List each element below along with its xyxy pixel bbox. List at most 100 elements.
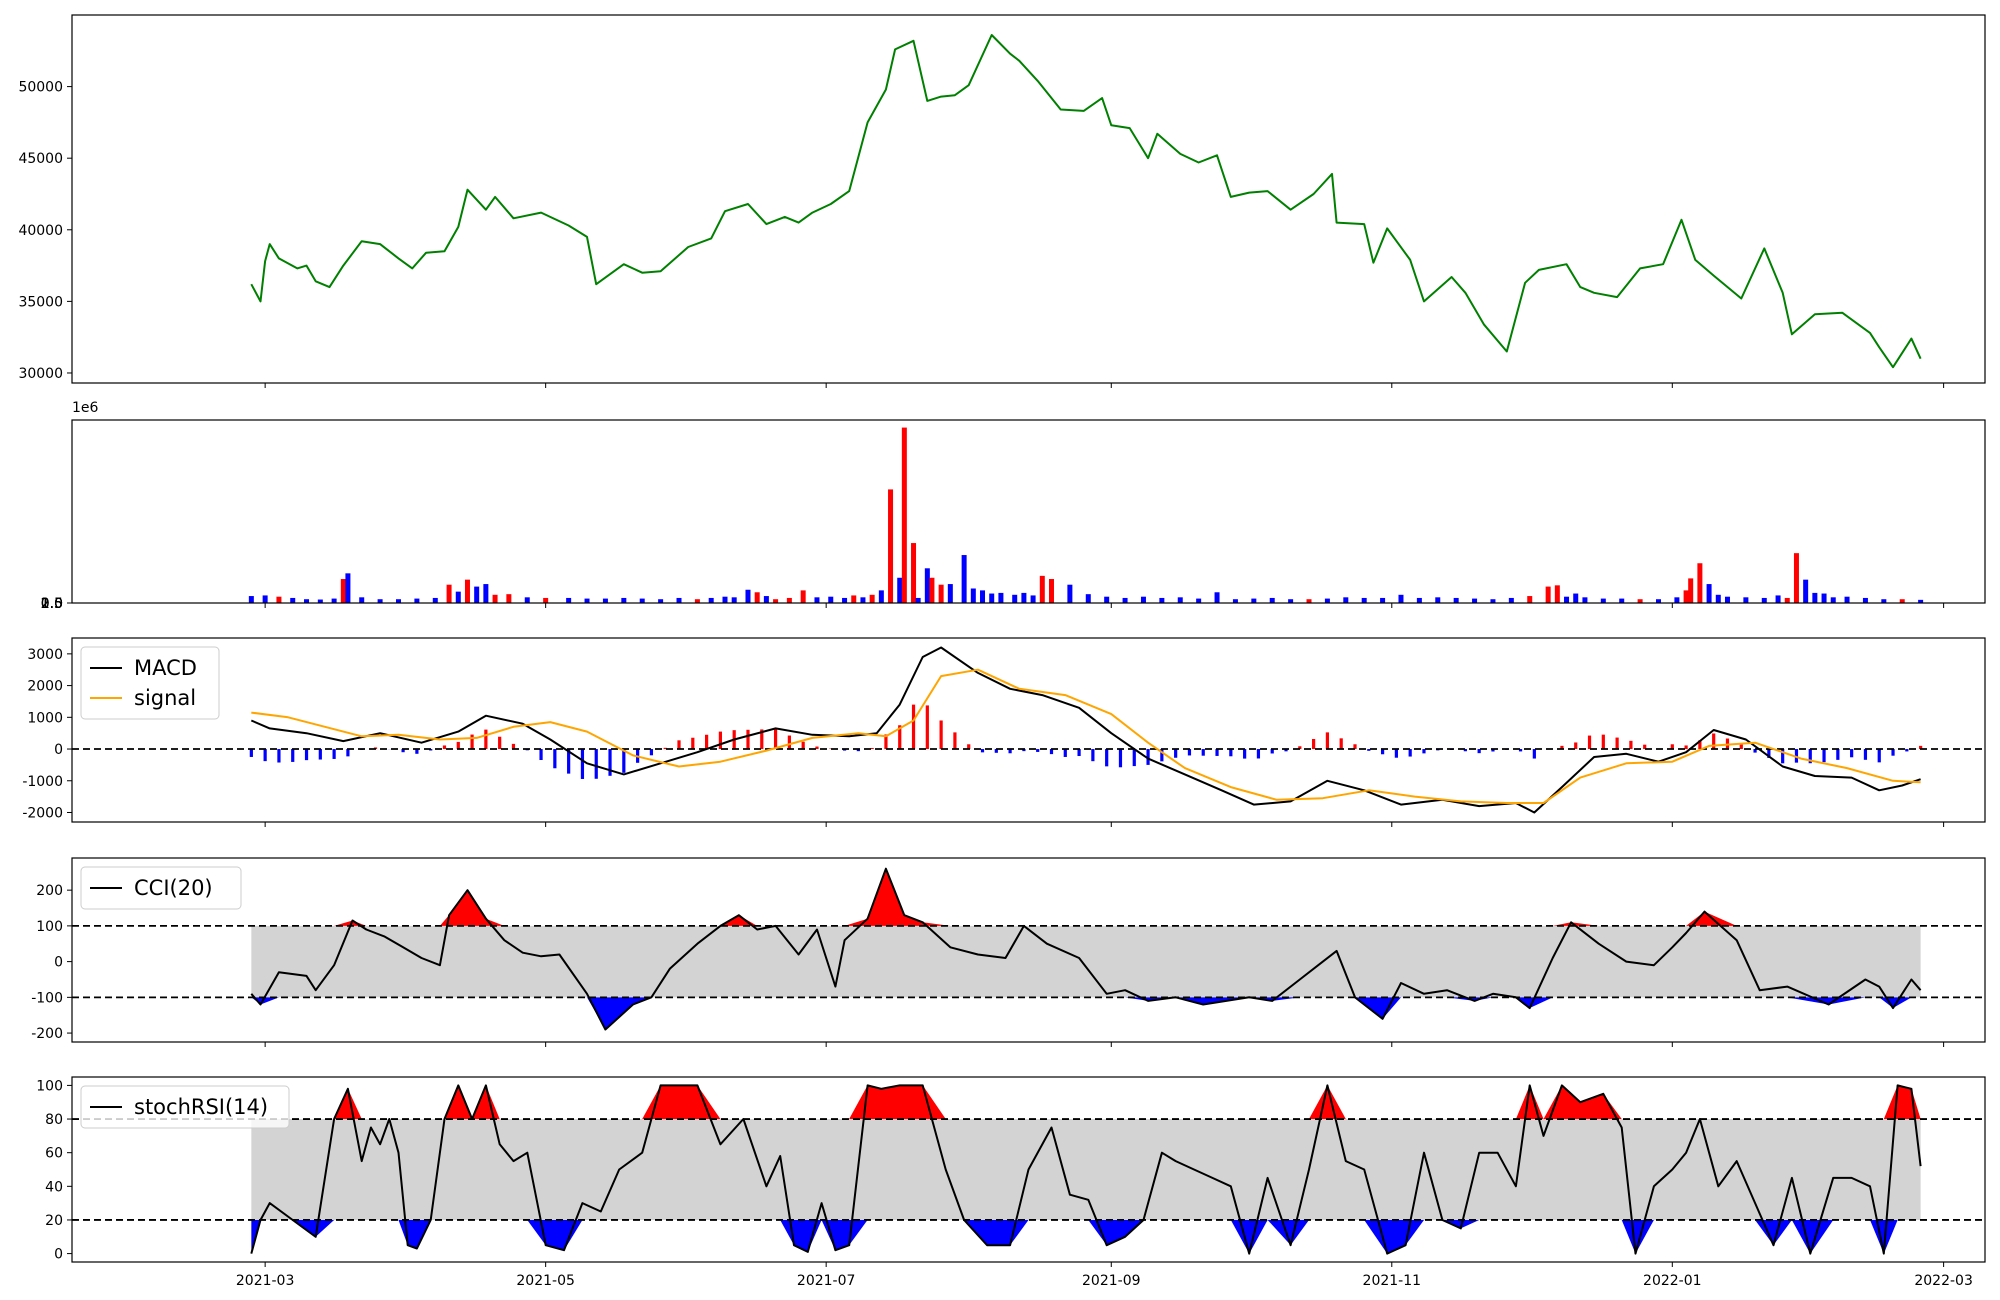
legend-label: MACD bbox=[134, 656, 197, 680]
xtick-label: 2022-03 bbox=[1914, 1273, 1973, 1289]
volume-bar bbox=[1724, 596, 1730, 603]
volume-bar bbox=[989, 593, 995, 603]
volume-bar bbox=[1159, 597, 1165, 603]
volume-bar bbox=[1545, 586, 1551, 603]
macd-series-line-macd bbox=[250, 646, 1921, 814]
macd-histogram-bar bbox=[1270, 749, 1274, 754]
macd-histogram-bar bbox=[1753, 749, 1757, 753]
macd-histogram-bar bbox=[1105, 749, 1109, 767]
cci-axes-frame bbox=[71, 857, 1986, 1043]
volume-bar bbox=[1343, 597, 1349, 603]
volume-bar bbox=[331, 598, 337, 603]
macd-histogram-bar bbox=[1891, 749, 1895, 756]
volume-bar bbox=[1269, 597, 1275, 603]
macd-histogram-bar bbox=[870, 747, 874, 750]
volume-bar bbox=[911, 543, 917, 603]
macd-ytick-label: -1000 bbox=[22, 774, 63, 790]
macd-histogram-bar bbox=[1767, 749, 1771, 758]
volume-bar bbox=[290, 597, 296, 603]
legend-box bbox=[80, 866, 242, 910]
volume-bar bbox=[754, 592, 760, 603]
macd-histogram-bar bbox=[1380, 749, 1385, 755]
volume-bar bbox=[763, 596, 769, 603]
volume-bar bbox=[1899, 599, 1905, 603]
xtick-label: 2021-11 bbox=[1363, 1273, 1422, 1289]
volume-ytick-label: 1.5 bbox=[41, 596, 63, 612]
macd-histogram-bar bbox=[553, 749, 557, 769]
macd-histogram-bar bbox=[415, 749, 419, 754]
volume-bar bbox=[980, 590, 986, 603]
stochrsi-ytick-label: 100 bbox=[36, 1078, 63, 1094]
volume-bar bbox=[1674, 597, 1680, 603]
macd-ytick-label: 1000 bbox=[27, 710, 63, 726]
macd-series-line-signal bbox=[251, 668, 1921, 804]
stochrsi-oversold-fill bbox=[251, 1219, 1921, 1254]
volume-bar bbox=[1122, 597, 1128, 603]
cci-ytick-label: -100 bbox=[31, 990, 63, 1006]
macd-histogram-bar bbox=[1905, 749, 1909, 752]
volume-bar bbox=[1251, 598, 1257, 603]
price-ytick-label: 50000 bbox=[18, 80, 63, 96]
macd-plot-area bbox=[72, 646, 1985, 814]
volume-bar bbox=[888, 489, 894, 603]
macd-histogram-bar bbox=[649, 749, 654, 756]
macd-histogram-bar bbox=[1298, 746, 1302, 750]
volume-bar bbox=[1918, 599, 1924, 603]
cci-series-line-cci-20 bbox=[250, 867, 1922, 1031]
macd-histogram-bar bbox=[705, 734, 709, 750]
macd-histogram-bar bbox=[1794, 749, 1799, 763]
volume-bar bbox=[1656, 599, 1662, 603]
macd-histogram-bar bbox=[1463, 749, 1467, 752]
volume-bar bbox=[901, 427, 907, 603]
volume-bar bbox=[860, 597, 866, 603]
legend-label: CCI(20) bbox=[134, 876, 213, 900]
volume-bar bbox=[1554, 585, 1560, 603]
macd-histogram-bar bbox=[953, 732, 957, 750]
macd-histogram-bar bbox=[1781, 749, 1785, 764]
macd-ytick-label: 2000 bbox=[27, 679, 63, 695]
macd-histogram-bar bbox=[1339, 738, 1343, 750]
macd-histogram-bar bbox=[511, 743, 516, 750]
stochrsi-legend: stochRSI(14) bbox=[80, 1085, 290, 1129]
volume-bar bbox=[414, 598, 420, 603]
volume-bar bbox=[584, 598, 590, 603]
macd-histogram-bar bbox=[898, 725, 902, 750]
macd-histogram-bar bbox=[1201, 749, 1205, 756]
macd-histogram-bar bbox=[1422, 749, 1426, 754]
cci-ytick-label: 100 bbox=[36, 919, 63, 935]
macd-histogram-bar bbox=[911, 704, 916, 750]
macd-histogram-bar bbox=[291, 749, 295, 762]
stochrsi-ytick-label: 40 bbox=[45, 1179, 63, 1195]
volume-bar bbox=[1012, 594, 1018, 603]
volume-bar bbox=[602, 598, 608, 603]
volume-bar bbox=[1683, 590, 1689, 603]
macd-histogram-bar bbox=[1353, 744, 1357, 750]
chart-panels: 30000350004000045000500000.00.51.01.52.0… bbox=[18, 14, 1986, 1289]
volume-bar bbox=[1324, 598, 1330, 603]
volume-bar bbox=[842, 597, 848, 603]
stochrsi-plot-area bbox=[72, 1084, 1985, 1255]
volume-bar bbox=[722, 596, 728, 603]
macd-histogram-bar bbox=[980, 749, 985, 753]
volume-bar bbox=[1453, 597, 1459, 603]
volume-bar bbox=[1821, 593, 1827, 603]
macd-histogram-bar bbox=[1174, 749, 1178, 758]
stochrsi-ytick-label: 0 bbox=[54, 1247, 63, 1263]
macd-histogram-bar bbox=[1684, 745, 1688, 750]
volume-bar bbox=[1573, 593, 1579, 603]
volume-bar bbox=[897, 577, 903, 603]
macd-histogram-bar bbox=[1325, 732, 1330, 750]
cci-ytick-label: 0 bbox=[54, 955, 63, 971]
volume-plot-area bbox=[248, 427, 1924, 603]
macd-histogram-bar bbox=[1256, 749, 1261, 759]
macd-histogram-bar bbox=[1187, 749, 1192, 756]
macd-legend: MACD signal bbox=[80, 646, 220, 720]
macd-histogram-bar bbox=[1160, 749, 1164, 762]
price-plot-area bbox=[250, 34, 1922, 369]
volume-ytick-label: 0.5 bbox=[41, 596, 63, 612]
volume-bar bbox=[1793, 553, 1799, 603]
macd-histogram-bar bbox=[884, 734, 888, 750]
volume-bar bbox=[1104, 596, 1110, 603]
volume-bar bbox=[1761, 597, 1767, 603]
